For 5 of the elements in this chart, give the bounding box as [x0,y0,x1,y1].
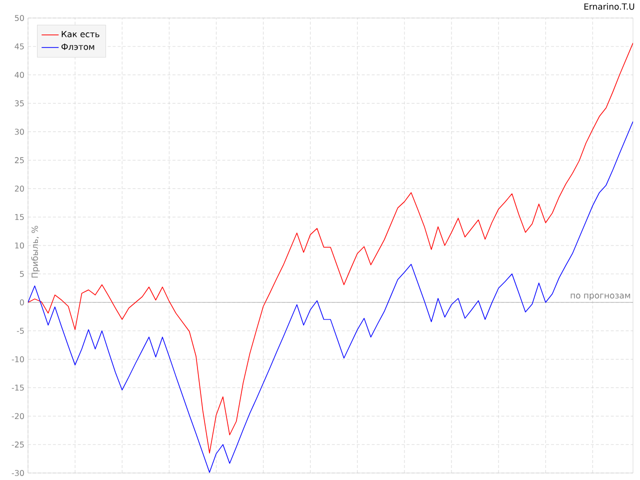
y-axis-title: Прибыль, % [31,226,40,278]
text: Ernarino.T.U [584,3,634,10]
legend-label: Флэтом [62,44,94,50]
legend-label: Как есть [62,31,100,38]
ref-line-label: по прогнозам [570,294,630,300]
